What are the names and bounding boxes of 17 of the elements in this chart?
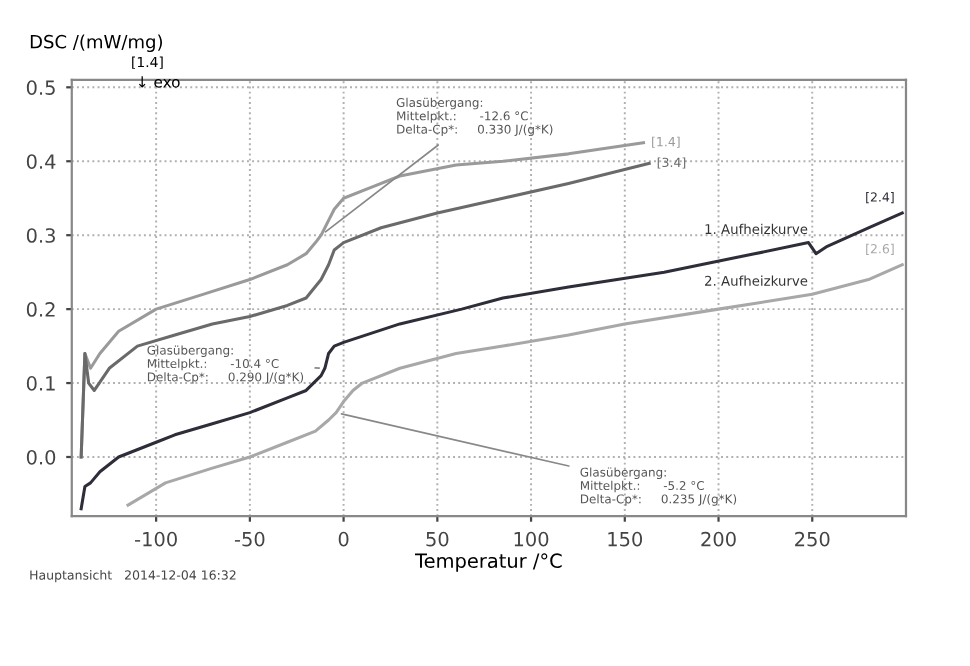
line-series — [79, 211, 904, 511]
x-tick-label: 50 — [426, 531, 449, 547]
y-tick-label: 0.2 — [26, 302, 55, 317]
y-tick-label: 0.0 — [26, 449, 56, 465]
y-tick-label: 0.1 — [26, 376, 55, 391]
x-tick-label: -100 — [135, 531, 177, 547]
x-axis-title: Temperatur /°C — [414, 553, 562, 572]
x-tick-label: 100 — [514, 531, 549, 547]
x-tick-label: 250 — [795, 531, 830, 547]
x-tick-label: 0 — [338, 531, 349, 547]
y-tick-label: 0.5 — [26, 80, 55, 95]
y-tick-label: 0.4 — [26, 154, 56, 169]
x-tick-label: 150 — [608, 531, 643, 547]
x-tick-label: -50 — [234, 531, 265, 547]
y-axis-title: DSC /(mW/mg) — [30, 34, 162, 53]
y-tick-label: 0.3 — [26, 228, 55, 243]
x-tick-label: 200 — [701, 531, 736, 547]
